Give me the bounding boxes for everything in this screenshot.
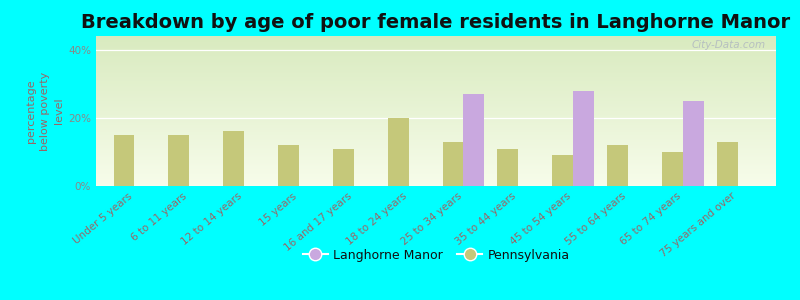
Bar	[498, 148, 518, 186]
Bar	[463, 94, 484, 186]
Bar	[333, 148, 354, 186]
Title: Breakdown by age of poor female residents in Langhorne Manor: Breakdown by age of poor female resident…	[82, 13, 790, 32]
Bar	[573, 91, 594, 186]
Bar	[662, 152, 682, 186]
Bar	[717, 142, 738, 186]
Text: City-Data.com: City-Data.com	[692, 40, 766, 50]
Bar	[607, 145, 628, 186]
Bar	[682, 101, 704, 186]
Bar	[442, 142, 463, 186]
Bar	[168, 135, 190, 186]
Bar	[388, 118, 409, 186]
Bar	[552, 155, 573, 186]
Bar	[114, 135, 134, 186]
Y-axis label: percentage
below poverty
level: percentage below poverty level	[26, 71, 64, 151]
Bar	[223, 131, 244, 186]
Bar	[278, 145, 299, 186]
Legend: Langhorne Manor, Pennsylvania: Langhorne Manor, Pennsylvania	[298, 244, 574, 267]
